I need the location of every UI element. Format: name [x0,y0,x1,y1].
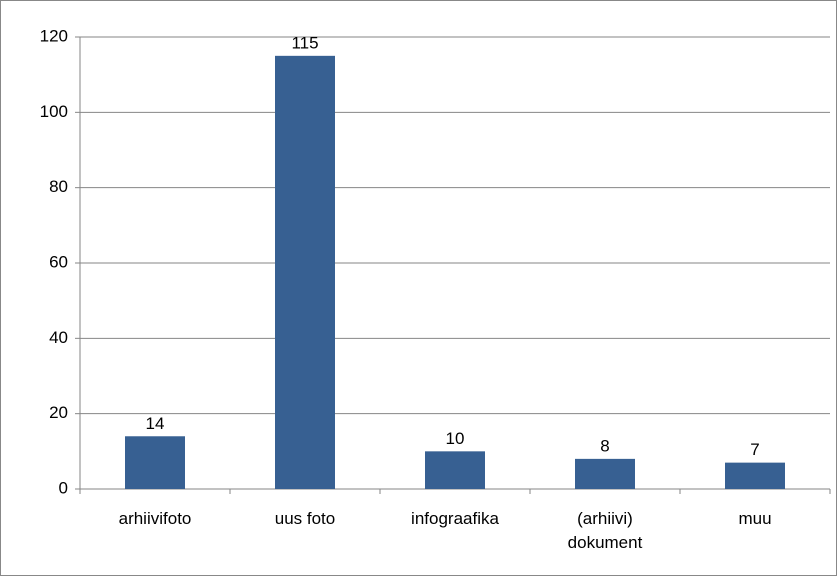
x-tick-label: (arhiivi) dokument [567,509,643,552]
y-tick-label: 120 [40,26,68,45]
bar [125,436,185,489]
x-tick-label: arhiivifoto [118,509,192,528]
bar [575,458,635,489]
data-label: 8 [600,436,609,455]
bar [425,451,485,489]
y-tick-label: 60 [49,252,68,271]
y-tick-label: 40 [49,328,68,347]
x-tick-label: muu [738,509,772,528]
data-label: 7 [750,440,759,459]
bar [275,55,335,489]
data-label: 14 [146,414,165,433]
y-tick-label: 0 [59,478,68,497]
data-label: 10 [446,429,465,448]
y-tick-label: 80 [49,177,68,196]
x-tick-label: uus foto [274,509,336,528]
x-tick-label: infograafika [411,509,499,528]
bar [725,462,785,489]
y-tick-label: 20 [49,403,68,422]
data-label: 115 [291,33,318,52]
y-tick-label: 100 [40,102,68,121]
